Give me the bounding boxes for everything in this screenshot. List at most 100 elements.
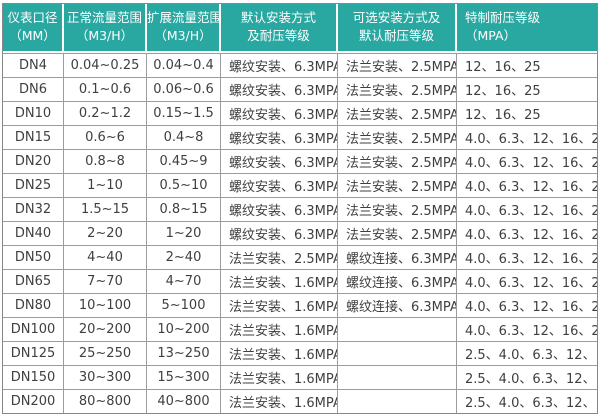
cell-extended-flow: 0.8~15 — [147, 198, 221, 222]
table-row: DN80 10~100 5~100 法兰安装、1.6MPA 螺纹连接、6.3MP… — [3, 294, 597, 318]
table-row: DN20 0.8~8 0.45~9 螺纹安装、6.3MPA 法兰安装、2.5MP… — [3, 150, 597, 174]
cell-diameter: DN20 — [3, 150, 64, 174]
cell-diameter: DN32 — [3, 198, 64, 222]
header-label-line1: 扩展流量范围 — [147, 10, 221, 25]
cell-default-install: 螺纹安装、6.3MPA — [221, 222, 338, 246]
table-row: DN125 25~250 13~250 法兰安装、1.6MPA 2.5、4.0、… — [3, 342, 597, 366]
cell-normal-flow: 2~20 — [64, 222, 147, 246]
cell-normal-flow: 0.04~0.25 — [64, 53, 147, 78]
cell-default-install: 螺纹安装、6.3MPA — [221, 53, 338, 78]
table-row: DN65 7~70 4~70 法兰安装、1.6MPA 螺纹连接、6.3MPA 4… — [3, 270, 597, 294]
cell-optional-install — [338, 390, 457, 413]
cell-diameter: DN4 — [3, 53, 64, 78]
cell-special-pressure: 2.5、4.0、6.3、12、16 — [457, 342, 597, 366]
cell-diameter: DN40 — [3, 222, 64, 246]
table-row: DN4 0.04~0.25 0.04~0.4 螺纹安装、6.3MPA 法兰安装、… — [3, 53, 597, 78]
column-header-default-install: 默认安装方式 及耐压等级 — [221, 4, 338, 53]
cell-default-install: 法兰安装、1.6MPA — [221, 366, 338, 390]
cell-normal-flow: 1.5~15 — [64, 198, 147, 222]
column-header-extended-flow: 扩展流量范围 （M3/H） — [147, 4, 221, 53]
cell-extended-flow: 0.15~1.5 — [147, 102, 221, 126]
cell-diameter: DN200 — [3, 390, 64, 413]
cell-default-install: 法兰安装、1.6MPA — [221, 390, 338, 413]
cell-default-install: 法兰安装、1.6MPA — [221, 318, 338, 342]
table-header: 仪表口径 （MM） 正常流量范围 （M3/H） 扩展流量范围 （M3/H） 默认… — [3, 4, 597, 53]
cell-default-install: 法兰安装、1.6MPA — [221, 342, 338, 366]
cell-normal-flow: 0.1~0.6 — [64, 78, 147, 102]
header-label-line2: 及耐压等级 — [247, 28, 310, 43]
header-label-line2: （MM） — [9, 28, 56, 43]
cell-default-install: 螺纹安装、6.3MPA — [221, 150, 338, 174]
cell-special-pressure: 4.0、6.3、12、16、25 — [457, 270, 597, 294]
cell-normal-flow: 25~250 — [64, 342, 147, 366]
cell-diameter: DN10 — [3, 102, 64, 126]
cell-normal-flow: 10~100 — [64, 294, 147, 318]
cell-optional-install: 法兰安装、2.5MPA — [338, 150, 457, 174]
cell-diameter: DN80 — [3, 294, 64, 318]
cell-normal-flow: 1~10 — [64, 174, 147, 198]
cell-optional-install: 法兰安装、2.5MPA — [338, 53, 457, 78]
cell-diameter: DN65 — [3, 270, 64, 294]
header-label-line2: （MPA） — [465, 28, 517, 43]
cell-diameter: DN50 — [3, 246, 64, 270]
cell-optional-install — [338, 366, 457, 390]
cell-special-pressure: 4.0、6.3、12、16、25 — [457, 318, 597, 342]
cell-normal-flow: 80~800 — [64, 390, 147, 413]
cell-diameter: DN150 — [3, 366, 64, 390]
header-label-line1: 正常流量范围 — [66, 10, 142, 25]
cell-special-pressure: 4.0、6.3、12、16、25 — [457, 126, 597, 150]
header-row: 仪表口径 （MM） 正常流量范围 （M3/H） 扩展流量范围 （M3/H） 默认… — [3, 4, 597, 53]
table-row: DN10 0.2~1.2 0.15~1.5 螺纹安装、6.3MPA 法兰安装、2… — [3, 102, 597, 126]
cell-normal-flow: 0.2~1.2 — [64, 102, 147, 126]
cell-diameter: DN6 — [3, 78, 64, 102]
cell-extended-flow: 0.4~8 — [147, 126, 221, 150]
cell-optional-install: 法兰安装、2.5MPA — [338, 222, 457, 246]
cell-extended-flow: 10~200 — [147, 318, 221, 342]
cell-optional-install — [338, 342, 457, 366]
cell-optional-install: 法兰安装、2.5MPA — [338, 126, 457, 150]
cell-extended-flow: 4~70 — [147, 270, 221, 294]
table-row: DN150 30~300 15~300 法兰安装、1.6MPA 2.5、4.0、… — [3, 366, 597, 390]
cell-extended-flow: 2~40 — [147, 246, 221, 270]
column-header-special-pressure: 特制耐压等级 （MPA） — [457, 4, 597, 53]
table-row: DN50 4~40 2~40 法兰安装、2.5MPA 螺纹连接、6.3MPA 4… — [3, 246, 597, 270]
cell-special-pressure: 4.0、6.3、12、16、25 — [457, 174, 597, 198]
header-label-line2: （M3/H） — [154, 28, 212, 43]
table-body: DN4 0.04~0.25 0.04~0.4 螺纹安装、6.3MPA 法兰安装、… — [3, 53, 597, 413]
cell-optional-install: 法兰安装、2.5MPA — [338, 174, 457, 198]
cell-default-install: 法兰安装、2.5MPA — [221, 246, 338, 270]
cell-special-pressure: 4.0、6.3、12、16、25 — [457, 150, 597, 174]
table-row: DN100 20~200 10~200 法兰安装、1.6MPA 4.0、6.3、… — [3, 318, 597, 342]
table-row: DN6 0.1~0.6 0.06~0.6 螺纹安装、6.3MPA 法兰安装、2.… — [3, 78, 597, 102]
cell-special-pressure: 2.5、4.0、6.3、12、16 — [457, 366, 597, 390]
cell-special-pressure: 4.0、6.3、12、16、25 — [457, 198, 597, 222]
cell-default-install: 螺纹安装、6.3MPA — [221, 126, 338, 150]
cell-normal-flow: 0.8~8 — [64, 150, 147, 174]
cell-diameter: DN100 — [3, 318, 64, 342]
column-header-diameter: 仪表口径 （MM） — [3, 4, 64, 53]
cell-special-pressure: 4.0、6.3、12、16、25 — [457, 246, 597, 270]
cell-diameter: DN25 — [3, 174, 64, 198]
cell-default-install: 螺纹安装、6.3MPA — [221, 198, 338, 222]
cell-special-pressure: 12、16、25 — [457, 53, 597, 78]
header-label-line1: 特制耐压等级 — [465, 10, 541, 25]
cell-optional-install: 螺纹连接、6.3MPA — [338, 246, 457, 270]
column-header-normal-flow: 正常流量范围 （M3/H） — [64, 4, 147, 53]
header-label-line2: （M3/H） — [75, 28, 134, 43]
header-label-line1: 可选安装方式及 — [352, 10, 441, 25]
table-row: DN200 80~800 40~800 法兰安装、1.6MPA 2.5、4.0、… — [3, 390, 597, 413]
cell-optional-install: 法兰安装、2.5MPA — [338, 102, 457, 126]
cell-default-install: 螺纹安装、6.3MPA — [221, 78, 338, 102]
cell-special-pressure: 4.0、6.3、12、16、25 — [457, 294, 597, 318]
cell-normal-flow: 0.6~6 — [64, 126, 147, 150]
cell-extended-flow: 13~250 — [147, 342, 221, 366]
cell-extended-flow: 1~20 — [147, 222, 221, 246]
cell-optional-install: 法兰安装、2.5MPA — [338, 78, 457, 102]
header-label-line1: 默认安装方式 — [240, 10, 316, 25]
flow-meter-spec-table: 仪表口径 （MM） 正常流量范围 （M3/H） 扩展流量范围 （M3/H） 默认… — [2, 3, 598, 414]
cell-extended-flow: 40~800 — [147, 390, 221, 413]
cell-extended-flow: 0.45~9 — [147, 150, 221, 174]
cell-default-install: 法兰安装、1.6MPA — [221, 270, 338, 294]
column-header-optional-install: 可选安装方式及 默认耐压等级 — [338, 4, 457, 53]
